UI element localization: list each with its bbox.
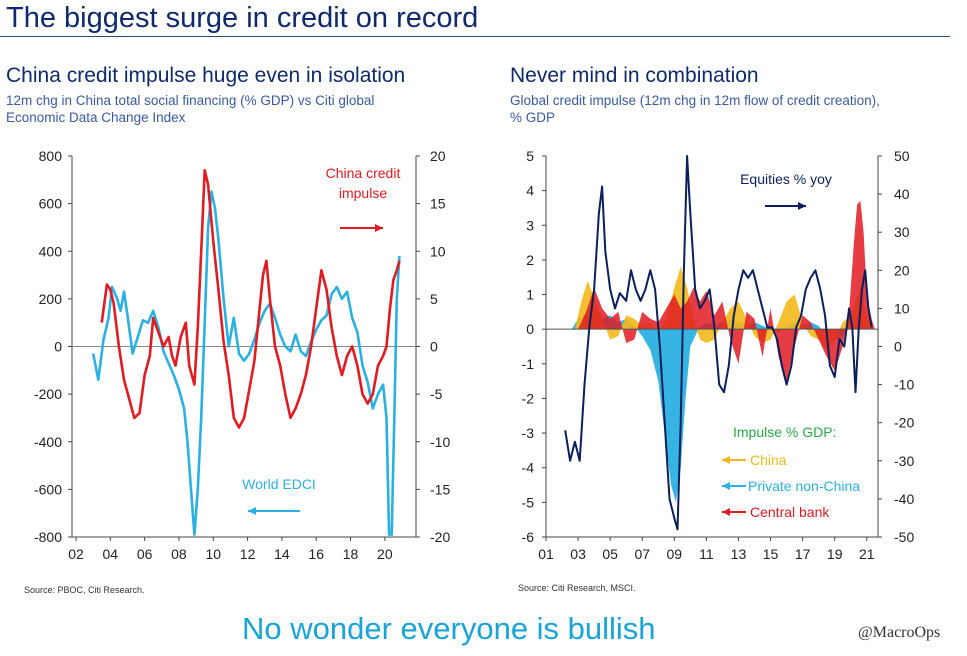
right-chart-subtitle: Global credit impulse (12m chg in 12m fl… xyxy=(510,92,880,126)
left-y-tick-label: -800 xyxy=(34,529,62,545)
left-y-tick-label: -4 xyxy=(522,460,535,476)
right-y-tick-label: 30 xyxy=(894,224,910,240)
x-tick-label: 10 xyxy=(205,546,221,562)
left-y-tick-label: -200 xyxy=(34,386,62,402)
equities-arrow-head xyxy=(798,202,806,210)
x-tick-label: 12 xyxy=(240,546,256,562)
left-y-tick-label: 800 xyxy=(39,148,63,164)
left-y-tick-label: -5 xyxy=(522,494,535,510)
legend-central-arrow-head xyxy=(722,508,730,516)
right-y-tick-label: -20 xyxy=(430,529,450,545)
right-y-tick-label: -40 xyxy=(894,491,914,507)
x-tick-label: 20 xyxy=(377,546,393,562)
equities-yoy-line xyxy=(564,155,873,531)
legend-central-label: Central bank xyxy=(750,504,830,520)
left-chart-subtitle: 12m chg in China total social financing … xyxy=(6,92,374,126)
left-y-tick-label: 1 xyxy=(526,287,534,303)
x-tick-label: 01 xyxy=(538,546,554,562)
right-y-tick-label: -15 xyxy=(430,481,450,497)
left-chart-source: Source: PBOC, Citi Research. xyxy=(24,585,145,595)
left-y-tick-label: 400 xyxy=(39,243,63,259)
right-y-tick-label: 50 xyxy=(894,148,910,164)
right-chart-source: Source: Citi Research, MSCI. xyxy=(518,583,636,593)
right-y-tick-label: 20 xyxy=(894,262,910,278)
x-tick-label: 15 xyxy=(763,546,779,562)
x-tick-label: 17 xyxy=(795,546,811,562)
x-tick-label: 13 xyxy=(731,546,747,562)
left-chart: 800 600 400 200 0 -200 -400 -600 -800 20 15 10 5 0 -5 -… xyxy=(34,148,450,562)
china-credit-impulse-line xyxy=(100,169,401,429)
left-chart-title: China credit impulse huge even in isolat… xyxy=(6,64,406,87)
left-y-tick-label: -1 xyxy=(522,356,535,372)
right-y-tick-label: 5 xyxy=(430,291,438,307)
china-impulse-label-2: impulse xyxy=(339,185,387,201)
world-edci-line xyxy=(91,190,401,536)
left-y-tick-label: -6 xyxy=(522,529,535,545)
x-tick-label: 11 xyxy=(699,546,714,562)
right-chart-title: Never mind in combination xyxy=(510,64,759,87)
left-chart-subtitle-line2: Economic Data Change Index xyxy=(6,110,186,125)
left-y-tick-label: 3 xyxy=(526,217,534,233)
x-tick-label: 02 xyxy=(68,546,84,562)
left-y-tick-label: -2 xyxy=(522,390,535,406)
x-tick-label: 18 xyxy=(343,546,359,562)
china-impulse-label-1: China credit xyxy=(326,165,401,181)
central-bank-area xyxy=(578,201,875,382)
right-y-tick-label: -10 xyxy=(430,434,450,450)
right-y-tick-label: 10 xyxy=(894,300,910,316)
x-tick-label: 21 xyxy=(859,546,875,562)
legend-private-arrow-head xyxy=(722,482,730,490)
equities-label: Equities % yoy xyxy=(740,171,832,187)
world-edci-arrow-head xyxy=(248,507,256,515)
left-y-tick-label: -600 xyxy=(34,481,62,497)
left-y-tick-label: 0 xyxy=(526,321,534,337)
right-y-tick-label: -30 xyxy=(894,453,914,469)
right-chart-subtitle-line1: Global credit impulse (12m chg in 12m fl… xyxy=(510,93,880,108)
legend-china-arrow-head xyxy=(722,456,730,464)
x-tick-label: 06 xyxy=(137,546,153,562)
right-y-tick-label: 0 xyxy=(430,339,438,355)
left-y-tick-label: 4 xyxy=(526,183,534,199)
left-y-tick-label: 5 xyxy=(526,148,534,164)
x-tick-label: 16 xyxy=(308,546,324,562)
right-y-tick-label: -10 xyxy=(894,377,914,393)
x-tick-label: 14 xyxy=(274,546,290,562)
x-tick-label: 04 xyxy=(103,546,119,562)
right-y-tick-label: 40 xyxy=(894,186,910,202)
world-edci-label: World EDCI xyxy=(242,476,316,492)
right-y-tick-label: -50 xyxy=(894,529,914,545)
main-title: The biggest surge in credit on record xyxy=(6,2,479,34)
left-y-tick-label: 600 xyxy=(39,196,63,212)
left-chart-subtitle-line1: 12m chg in China total social financing … xyxy=(6,93,375,108)
right-y-tick-label: 15 xyxy=(430,196,446,212)
x-tick-label: 05 xyxy=(602,546,618,562)
tagline: No wonder everyone is bullish xyxy=(242,611,656,646)
left-y-tick-label: 0 xyxy=(54,339,62,355)
x-tick-label: 03 xyxy=(570,546,586,562)
right-chart-subtitle-line2: % GDP xyxy=(510,110,556,125)
legend-private-label: Private non-China xyxy=(748,478,860,494)
x-tick-label: 09 xyxy=(667,546,683,562)
x-tick-label: 19 xyxy=(827,546,843,562)
legend-china-label: China xyxy=(750,452,787,468)
x-tick-label: 08 xyxy=(171,546,187,562)
x-tick-label: 07 xyxy=(634,546,650,562)
left-y-tick-label: 200 xyxy=(39,291,63,307)
right-y-tick-label: -5 xyxy=(430,386,443,402)
title-rule xyxy=(0,36,950,37)
right-y-tick-label: 20 xyxy=(430,148,446,164)
right-y-tick-label: 0 xyxy=(894,339,902,355)
left-y-tick-label: -400 xyxy=(34,434,62,450)
right-y-tick-label: -20 xyxy=(894,415,914,431)
legend-title: Impulse % GDP: xyxy=(733,424,836,440)
left-y-tick-label: -3 xyxy=(522,425,535,441)
author-handle: @MacroOps xyxy=(858,624,941,641)
right-chart: 543210-1-2-3-4-5-650403020100-10-20-30-4… xyxy=(522,148,915,562)
china-impulse-arrow-head xyxy=(375,224,383,232)
right-y-tick-label: 10 xyxy=(430,243,446,259)
left-y-tick-label: 2 xyxy=(526,252,534,268)
